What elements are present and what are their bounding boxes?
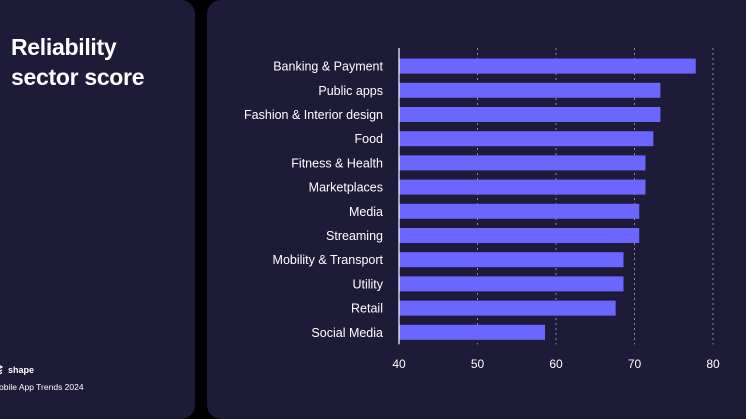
shape-logo-icon <box>0 365 3 375</box>
brand: shape <box>0 364 34 375</box>
x-tick-label: 80 <box>706 357 720 371</box>
grid-lines <box>477 48 714 345</box>
category-label: Streaming <box>326 229 383 243</box>
bar <box>399 58 696 74</box>
title-panel: Reliability sector score shape obile App… <box>0 0 195 419</box>
bar <box>399 82 661 98</box>
bar <box>399 179 646 195</box>
bar <box>399 252 624 268</box>
category-label: Mobility & Transport <box>273 253 384 267</box>
x-tick-label: 60 <box>549 357 563 371</box>
title-line-1: Reliability <box>11 34 117 60</box>
bar <box>399 155 646 171</box>
bar <box>399 324 546 340</box>
x-tick-label: 70 <box>628 357 642 371</box>
x-tick-label: 50 <box>471 357 485 371</box>
bars <box>399 58 696 340</box>
bar <box>399 131 654 147</box>
bar <box>399 300 616 316</box>
category-label: Fashion & Interior design <box>244 108 383 122</box>
brand-name: shape <box>8 364 35 375</box>
bar <box>399 203 640 219</box>
x-tick-labels: 40 50 60 70 80 <box>392 357 720 371</box>
chart-title: Reliability sector score <box>11 32 145 92</box>
category-label: Food <box>355 132 384 146</box>
bar <box>399 107 661 122</box>
report-name: obile App Trends 2024 <box>0 382 84 392</box>
category-label: Marketplaces <box>309 181 383 195</box>
x-tick-label: 40 <box>392 357 406 371</box>
category-label: Retail <box>351 302 383 316</box>
category-label: Social Media <box>311 326 383 340</box>
category-label: Utility <box>352 277 383 291</box>
category-label: Fitness & Health <box>291 156 383 170</box>
category-labels: Banking & Payment Public apps Fashion & In… <box>244 60 384 340</box>
category-label: Banking & Payment <box>273 60 383 74</box>
bar <box>399 228 640 243</box>
title-line-2: sector score <box>11 64 145 90</box>
category-label: Public apps <box>318 84 383 98</box>
bar <box>399 276 624 292</box>
category-label: Media <box>349 205 383 219</box>
